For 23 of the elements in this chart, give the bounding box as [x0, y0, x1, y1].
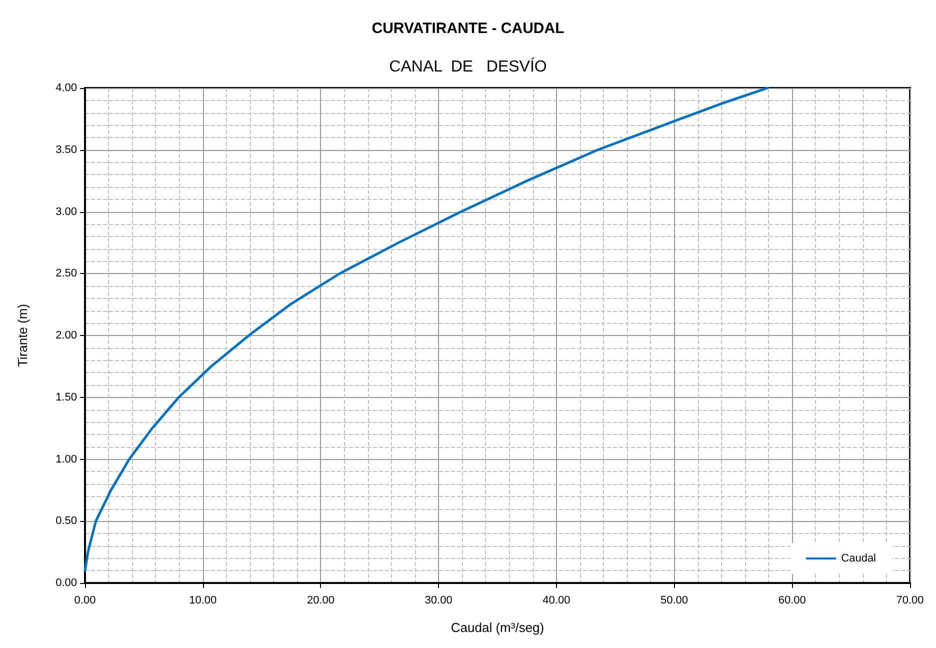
chart-title: CURVATIRANTE - CAUDAL: [372, 20, 564, 37]
y-tick-label: 2.50: [56, 268, 77, 280]
line-series: [84, 86, 769, 572]
x-tick-label: 40.00: [542, 594, 570, 606]
y-tick-label: 3.00: [56, 206, 77, 218]
y-tick-label: 0.50: [56, 515, 77, 528]
x-tick-label: 60.00: [778, 594, 806, 606]
y-tick-label: 3.50: [56, 144, 77, 156]
y-tick-label: 1.00: [56, 453, 77, 466]
legend-label: Caudal: [841, 552, 876, 564]
x-axis-title: Caudal (m³/seg): [450, 620, 544, 635]
y-tick-label: 0.00: [56, 577, 77, 589]
x-tick-label: 20.00: [306, 594, 334, 606]
y-axis-title: Tirante (m): [15, 304, 30, 368]
y-tick-label: 4.00: [56, 82, 77, 94]
y-tick-label: 1.50: [56, 391, 77, 404]
x-tick-label: 10.00: [189, 594, 217, 606]
x-tick-label: 0.00: [74, 594, 96, 606]
x-tick-label: 70.00: [896, 594, 924, 606]
chart-subtitle: CANAL DE DESVÍO: [389, 58, 547, 76]
y-tick-label: 2.00: [56, 330, 77, 342]
x-tick-label: 30.00: [424, 594, 452, 606]
x-tick-label: 50.00: [660, 594, 688, 606]
